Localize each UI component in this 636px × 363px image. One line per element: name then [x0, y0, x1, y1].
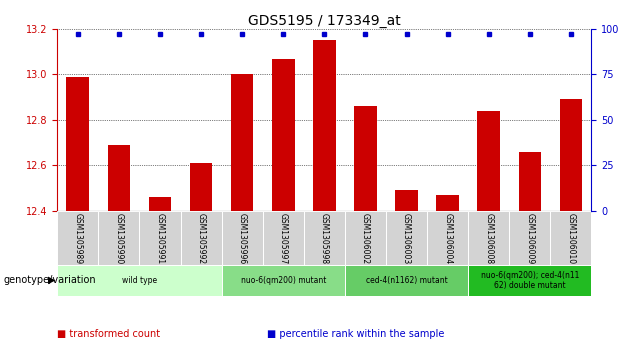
- Bar: [345, 211, 386, 265]
- Bar: [221, 265, 345, 296]
- Bar: [272, 58, 294, 211]
- Bar: [550, 211, 591, 265]
- Bar: [313, 40, 336, 211]
- Text: GSM1305990: GSM1305990: [114, 213, 123, 265]
- Text: GSM1306003: GSM1306003: [402, 213, 411, 265]
- Bar: [509, 211, 550, 265]
- Bar: [468, 265, 591, 296]
- Bar: [304, 211, 345, 265]
- Bar: [149, 197, 171, 211]
- Bar: [427, 211, 468, 265]
- Text: ■ percentile rank within the sample: ■ percentile rank within the sample: [267, 329, 445, 339]
- Text: GSM1305992: GSM1305992: [197, 213, 205, 264]
- Text: ced-4(n1162) mutant: ced-4(n1162) mutant: [366, 276, 447, 285]
- Text: GSM1306008: GSM1306008: [484, 213, 494, 264]
- Bar: [57, 265, 221, 296]
- Text: nuo-6(qm200); ced-4(n11
62) double mutant: nuo-6(qm200); ced-4(n11 62) double mutan…: [481, 271, 579, 290]
- Text: GSM1306009: GSM1306009: [525, 213, 534, 265]
- Bar: [263, 211, 304, 265]
- Text: GSM1305989: GSM1305989: [73, 213, 82, 264]
- Title: GDS5195 / 173349_at: GDS5195 / 173349_at: [248, 14, 401, 28]
- Text: ■ transformed count: ■ transformed count: [57, 329, 160, 339]
- Text: nuo-6(qm200) mutant: nuo-6(qm200) mutant: [240, 276, 326, 285]
- Bar: [354, 106, 377, 211]
- Text: GSM1305998: GSM1305998: [320, 213, 329, 264]
- Text: GSM1305997: GSM1305997: [279, 213, 287, 265]
- Bar: [231, 74, 254, 211]
- Text: ▶: ▶: [48, 275, 56, 285]
- Bar: [139, 211, 181, 265]
- Bar: [181, 211, 221, 265]
- Bar: [395, 190, 418, 211]
- Bar: [345, 265, 468, 296]
- Bar: [436, 195, 459, 211]
- Bar: [107, 145, 130, 211]
- Bar: [99, 211, 139, 265]
- Text: GSM1305991: GSM1305991: [155, 213, 165, 264]
- Text: GSM1306002: GSM1306002: [361, 213, 370, 264]
- Bar: [67, 77, 89, 211]
- Text: genotype/variation: genotype/variation: [3, 275, 96, 285]
- Bar: [518, 151, 541, 211]
- Text: GSM1305996: GSM1305996: [238, 213, 247, 265]
- Bar: [478, 111, 500, 211]
- Bar: [560, 99, 582, 211]
- Text: wild type: wild type: [122, 276, 157, 285]
- Bar: [57, 211, 99, 265]
- Bar: [221, 211, 263, 265]
- Bar: [386, 211, 427, 265]
- Bar: [468, 211, 509, 265]
- Text: GSM1306004: GSM1306004: [443, 213, 452, 265]
- Text: GSM1306010: GSM1306010: [567, 213, 576, 264]
- Bar: [190, 163, 212, 211]
